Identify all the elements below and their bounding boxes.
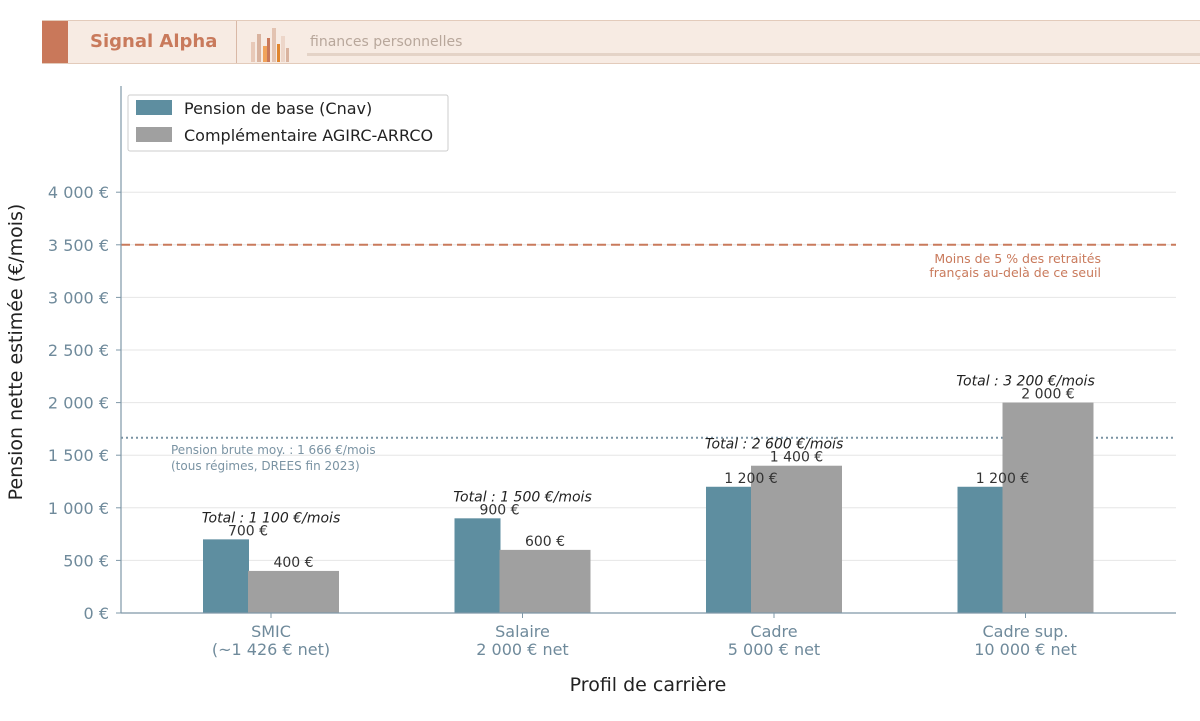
bar-base-1 bbox=[454, 518, 501, 613]
total-label-0: Total : 1 100 €/mois bbox=[202, 510, 341, 526]
total-label-2: Total : 2 600 €/mois bbox=[705, 437, 844, 453]
bar-complementaire-1 bbox=[499, 549, 591, 613]
y-tick-label: 500 € bbox=[63, 551, 109, 570]
value-label-base-2: 1 200 € bbox=[724, 471, 777, 487]
y-tick-label: 3 000 € bbox=[48, 288, 109, 307]
bar-base-0 bbox=[203, 539, 249, 613]
bar-complementaire-3 bbox=[1002, 402, 1094, 613]
value-label-complementaire-3: 2 000 € bbox=[1021, 387, 1074, 403]
y-tick-label: 0 € bbox=[84, 604, 109, 623]
value-label-base-0: 700 € bbox=[228, 523, 268, 539]
x-tick-label-1-line1: Salaire bbox=[495, 622, 550, 641]
x-tick-label-3-line1: Cadre sup. bbox=[982, 622, 1068, 641]
brand-swatch bbox=[42, 21, 68, 63]
reference-note-dotted-line1: Pension brute moy. : 1 666 €/mois bbox=[171, 443, 376, 457]
brand-name: Signal Alpha bbox=[90, 31, 218, 52]
x-tick-label-3-line2: 10 000 € net bbox=[974, 640, 1077, 659]
axes: 0 € 500 € 1 000 € 1 500 € 2 000 € 2 500 € 3 00… bbox=[48, 86, 1176, 659]
y-tick-label: 3 500 € bbox=[48, 236, 109, 255]
legend-label-complementaire: Complémentaire AGIRC-ARRCO bbox=[184, 126, 433, 145]
y-tick-label: 2 500 € bbox=[48, 341, 109, 360]
bar-chart-logo-icon bbox=[251, 28, 289, 62]
legend-swatch-base bbox=[136, 100, 172, 115]
reference-note-dashed-line2: français au-delà de ce seuil bbox=[929, 265, 1101, 280]
data-labels: 700 € 400 € Total : 1 100 €/mois 900 € 600 €… bbox=[202, 374, 1095, 571]
reference-note-dashed-line1: Moins de 5 % des retraités bbox=[934, 251, 1101, 266]
value-label-base-3: 1 200 € bbox=[976, 471, 1029, 487]
bar-complementaire-2 bbox=[751, 465, 842, 613]
brand-tagline: finances personnelles bbox=[310, 34, 463, 50]
value-label-complementaire-1: 600 € bbox=[525, 534, 565, 550]
banner-divider bbox=[236, 21, 237, 63]
value-label-complementaire-2: 1 400 € bbox=[770, 450, 823, 466]
legend-label-base: Pension de base (Cnav) bbox=[184, 99, 372, 118]
total-label-3: Total : 3 200 €/mois bbox=[956, 374, 1095, 390]
reference-note-dotted-line2: (tous régimes, DREES fin 2023) bbox=[171, 459, 360, 473]
y-tick-label: 1 000 € bbox=[48, 499, 109, 518]
x-tick-label-2-line2: 5 000 € net bbox=[728, 640, 820, 659]
x-axis-title: Profil de carrière bbox=[570, 674, 727, 696]
reference-lines: Pension brute moy. : 1 666 €/mois (tous r… bbox=[121, 243, 1176, 473]
bar-base-3 bbox=[957, 486, 1004, 613]
y-tick-label: 4 000 € bbox=[48, 183, 109, 202]
grid-lines bbox=[121, 191, 1176, 561]
x-tick-label-2-line1: Cadre bbox=[750, 622, 797, 641]
y-tick-label: 2 000 € bbox=[48, 394, 109, 413]
total-label-1: Total : 1 500 €/mois bbox=[453, 489, 592, 505]
y-axis-title: Pension nette estimée (€/mois) bbox=[5, 204, 27, 501]
bar-base-2 bbox=[706, 486, 752, 613]
banner-rule bbox=[307, 53, 1200, 56]
x-tick-label-0-line2: (~1 426 € net) bbox=[212, 640, 330, 659]
brand-banner: Signal Alpha finances personnelles bbox=[42, 20, 1200, 64]
value-label-complementaire-0: 400 € bbox=[273, 555, 313, 571]
value-label-base-1: 900 € bbox=[479, 502, 519, 518]
legend-box bbox=[127, 94, 449, 152]
y-tick-label: 1 500 € bbox=[48, 446, 109, 465]
legend: Pension de base (Cnav) Complémentaire AG… bbox=[127, 94, 449, 152]
bars bbox=[203, 402, 1094, 613]
legend-swatch-complementaire bbox=[136, 127, 172, 142]
bar-complementaire-0 bbox=[248, 570, 339, 613]
x-tick-label-0-line1: SMIC bbox=[251, 622, 291, 641]
x-tick-label-1-line2: 2 000 € net bbox=[476, 640, 568, 659]
